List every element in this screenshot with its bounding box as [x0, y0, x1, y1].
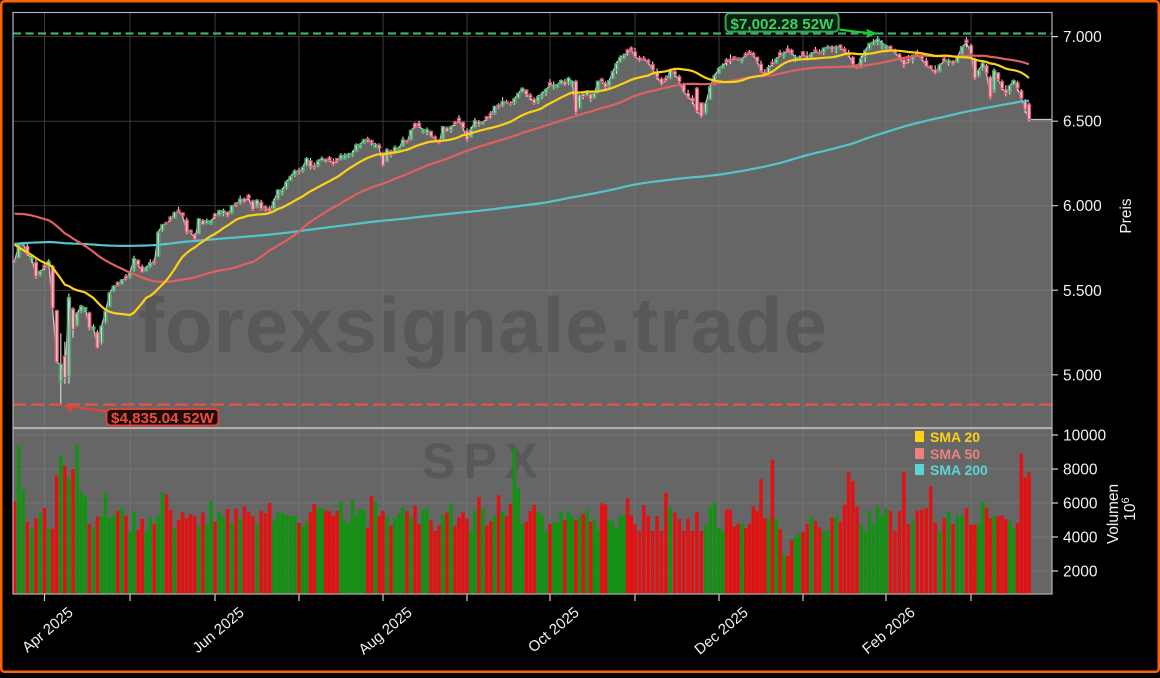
svg-text:5.500: 5.500: [1063, 283, 1102, 300]
svg-text:SMA 200: SMA 200: [930, 462, 988, 478]
svg-text:4000: 4000: [1063, 530, 1098, 547]
svg-text:SPX: SPX: [422, 433, 546, 489]
svg-text:6000: 6000: [1063, 496, 1098, 513]
svg-text:10000: 10000: [1063, 428, 1106, 445]
svg-text:Preis: Preis: [1118, 198, 1135, 234]
svg-text:8000: 8000: [1063, 462, 1098, 479]
svg-text:7.000: 7.000: [1063, 29, 1102, 46]
svg-text:2000: 2000: [1063, 564, 1098, 581]
svg-text:forexsignale.trade: forexsignale.trade: [138, 281, 828, 369]
svg-text:5.000: 5.000: [1063, 367, 1102, 384]
svg-text:$7,002.28 52W: $7,002.28 52W: [731, 17, 834, 33]
svg-text:$4,835.04 52W: $4,835.04 52W: [111, 411, 214, 427]
svg-text:6.500: 6.500: [1063, 114, 1102, 131]
svg-text:Volumen: Volumen: [1105, 484, 1122, 544]
svg-text:6.000: 6.000: [1063, 198, 1102, 215]
svg-text:SMA 50: SMA 50: [930, 446, 980, 462]
svg-text:SMA 20: SMA 20: [930, 429, 980, 445]
